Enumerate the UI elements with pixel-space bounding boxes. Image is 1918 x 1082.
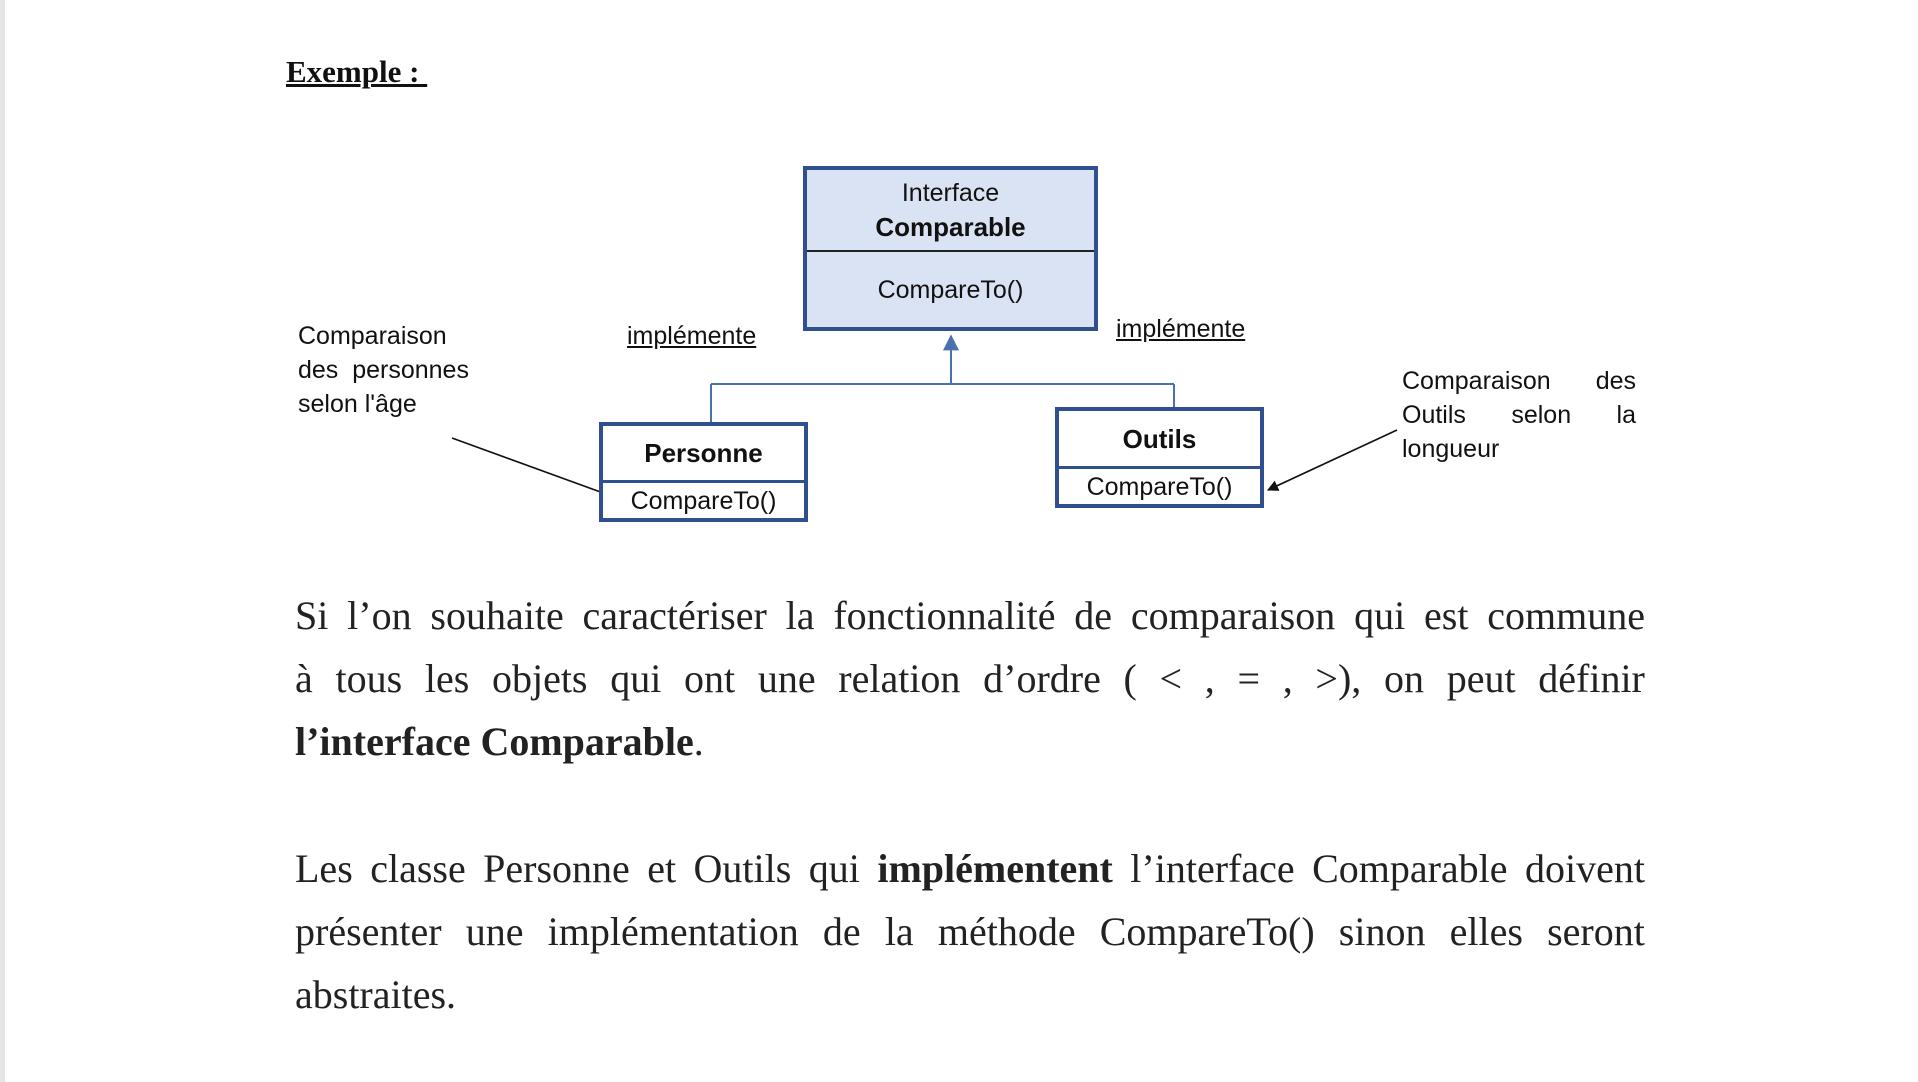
interface-comparable-box: Interface Comparable CompareTo(): [803, 166, 1098, 331]
note-word: des: [1595, 367, 1636, 395]
note-personnes: Comparaison des personnes selon l'âge: [298, 319, 469, 421]
word: objets: [491, 656, 588, 701]
class-personne-box: Personne CompareTo(): [599, 422, 808, 522]
word: à: [295, 656, 313, 701]
note-word: selon: [1511, 401, 1572, 429]
interface-methods: CompareTo(): [807, 252, 1094, 327]
word: commune: [1487, 593, 1645, 638]
word: de: [1074, 593, 1113, 638]
outils-divider: [1059, 466, 1260, 469]
note-word: Comparaison: [1402, 367, 1551, 395]
word: Si: [295, 593, 329, 638]
note-word: Outils: [1402, 401, 1466, 429]
word: présenter: [295, 909, 442, 954]
outils-name: Outils: [1122, 423, 1197, 454]
outils-methods: CompareTo(): [1059, 469, 1260, 504]
paragraph-line: présenter une implémentation de la métho…: [295, 900, 1645, 963]
note-left-line: Comparaison: [298, 322, 447, 350]
paragraph-line: Les classe Personne et Outils qui implém…: [295, 837, 1645, 900]
word: et: [647, 846, 677, 891]
word: seront: [1547, 909, 1645, 954]
word: méthode: [937, 909, 1076, 954]
word: comparaison: [1130, 593, 1336, 638]
bold-implementent: implémentent: [877, 846, 1113, 891]
word: relation: [838, 656, 961, 701]
personne-method: CompareTo(): [630, 486, 777, 515]
interface-name: Comparable: [875, 212, 1026, 242]
note-left-line: selon l'âge: [298, 390, 417, 418]
word: sinon: [1338, 909, 1426, 954]
class-outils-box: Outils CompareTo(): [1055, 407, 1264, 508]
example-heading: Exemple :: [286, 54, 428, 89]
word: CompareTo(): [1099, 909, 1315, 954]
word: qui: [610, 656, 662, 701]
word: d’ordre: [983, 656, 1101, 701]
personne-methods: CompareTo(): [603, 483, 804, 518]
word: peut: [1446, 656, 1516, 701]
word: tous: [335, 656, 403, 701]
word: une: [757, 656, 816, 701]
word: qui: [1354, 593, 1406, 638]
word: la: [785, 593, 815, 638]
note-outils: Comparaison des Outils selon la longueur: [1402, 364, 1636, 466]
word: >),: [1315, 656, 1362, 701]
word: Comparable: [1312, 846, 1508, 891]
outils-method: CompareTo(): [1086, 472, 1233, 501]
paragraph-line: à tous les objets qui ont une relation d…: [295, 647, 1645, 710]
word: (: [1123, 656, 1137, 701]
interface-method: CompareTo(): [877, 275, 1024, 304]
bold-interface-comparable: l’interface Comparable: [295, 719, 694, 764]
interface-stereotype: Interface: [901, 179, 1000, 207]
word: implémentation: [547, 909, 799, 954]
paragraph-interface-definition: Si l’on souhaite caractériser la fonctio…: [295, 584, 1645, 773]
word: est: [1424, 593, 1469, 638]
relation-label-left: implémente: [627, 322, 757, 350]
period: .: [693, 719, 704, 764]
word: fonctionnalité: [833, 593, 1056, 638]
note-right-arrow: [1266, 429, 1398, 491]
word: Les: [295, 846, 353, 891]
note-left-arrow: [451, 437, 619, 500]
word: de: [822, 909, 861, 954]
word: la: [884, 909, 914, 954]
interface-header: Interface Comparable: [807, 170, 1094, 250]
note-word: la: [1616, 401, 1636, 429]
paragraph-line: l’interface Comparable.: [295, 710, 1645, 773]
word: définir: [1538, 656, 1645, 701]
relation-label-right: implémente: [1116, 315, 1246, 343]
word: souhaite: [430, 593, 564, 638]
note-right-line: Comparaison des: [1402, 364, 1636, 398]
word: classe: [370, 846, 466, 891]
paragraph-line: abstraites.: [295, 972, 457, 1017]
word: =: [1237, 656, 1261, 701]
word: ,: [1204, 656, 1215, 701]
word: Personne: [483, 846, 630, 891]
note-right-line: Outils selon la: [1402, 398, 1636, 432]
word: doivent: [1525, 846, 1645, 891]
word: Outils: [693, 846, 792, 891]
personne-header: Personne: [603, 426, 804, 480]
word: ,: [1282, 656, 1293, 701]
personne-name: Personne: [644, 438, 763, 468]
word: elles: [1449, 909, 1523, 954]
outils-header: Outils: [1059, 411, 1260, 466]
word: on: [1384, 656, 1424, 701]
note-right-line: longueur: [1402, 435, 1500, 463]
note-left-line: des personnes: [298, 356, 469, 384]
paragraph-implementation: Les classe Personne et Outils qui implém…: [295, 837, 1645, 1026]
word: ont: [684, 656, 736, 701]
word: une: [465, 909, 524, 954]
interface-divider: [807, 250, 1094, 252]
word: <: [1159, 656, 1183, 701]
word: l’on: [347, 593, 412, 638]
page-left-margin: [0, 0, 5, 1082]
word: qui: [808, 846, 860, 891]
word: l’interface: [1130, 846, 1295, 891]
personne-divider: [603, 480, 804, 483]
paragraph-line: Si l’on souhaite caractériser la fonctio…: [295, 584, 1645, 647]
word: les: [424, 656, 470, 701]
word: caractériser: [582, 593, 767, 638]
